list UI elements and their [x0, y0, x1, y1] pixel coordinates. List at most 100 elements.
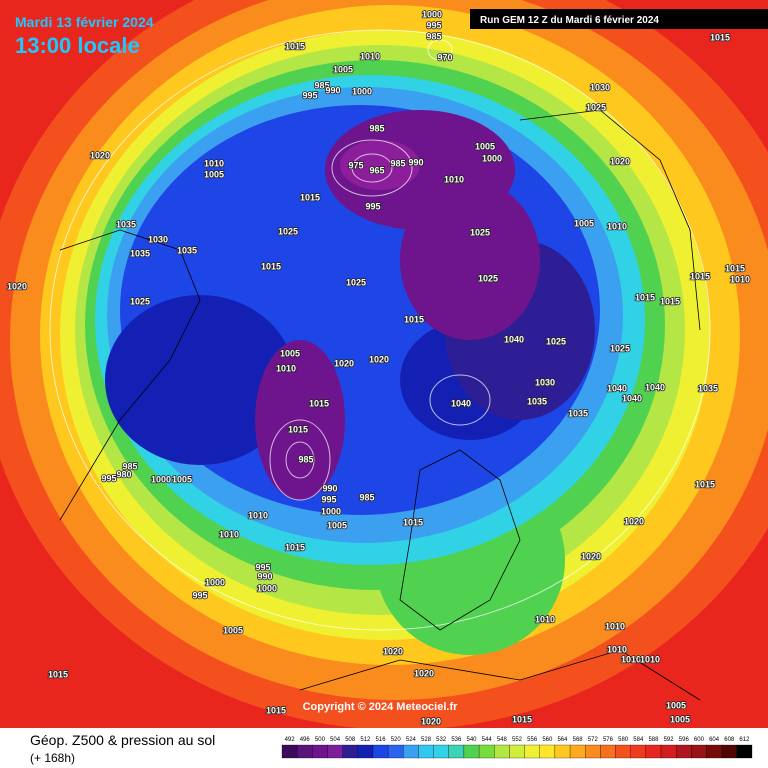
- run-box: [470, 9, 768, 29]
- scale-label: 572: [588, 737, 599, 743]
- isobar-label: 985: [122, 461, 137, 471]
- isobar-label: 990: [408, 157, 423, 167]
- isobar-label: 995: [302, 90, 317, 100]
- scale-label: 612: [739, 737, 750, 743]
- scale-swatch: [463, 744, 480, 759]
- scale-swatch: [645, 744, 662, 759]
- isobar-label: 1005: [204, 169, 224, 179]
- isobar-label: 1040: [622, 393, 642, 403]
- isobar-label: 1040: [645, 382, 665, 392]
- isobar-label: 1010: [607, 221, 627, 231]
- isobar-label: 970: [437, 52, 452, 62]
- scale-swatch: [585, 744, 601, 759]
- isobar-label: 1035: [116, 219, 136, 229]
- isobar-label: 1010: [276, 363, 296, 373]
- forecast-date: Mardi 13 février 2024: [15, 14, 154, 30]
- isobar-label: 1005: [333, 64, 353, 74]
- isobar-label: 1015: [695, 479, 715, 489]
- scale-label: 508: [345, 737, 356, 743]
- scale-swatch: [660, 744, 677, 759]
- scale-swatch: [721, 744, 737, 759]
- isobar-label: 1015: [309, 398, 329, 408]
- isobar-label: 1035: [130, 248, 150, 258]
- legend-subtitle: (+ 168h): [30, 751, 75, 765]
- isobar-label: 1015: [725, 263, 745, 273]
- scale-swatch: [433, 744, 449, 759]
- isobar-label: 1000: [257, 583, 277, 593]
- isobar-label: 1010: [535, 614, 555, 624]
- isobar-label: 985: [359, 492, 374, 502]
- isobar-label: 995: [426, 20, 441, 30]
- isobar-label: 1005: [666, 700, 686, 710]
- isobar-label: 985: [314, 80, 329, 90]
- isobar-label: 1010: [730, 274, 750, 284]
- isobar-label: 1035: [698, 383, 718, 393]
- isobar-label: 1020: [624, 516, 644, 526]
- isobar-label: 1015: [288, 424, 308, 434]
- scale-swatch: [676, 744, 692, 759]
- isobar-label: 1015: [285, 41, 305, 51]
- isobar-label: 995: [192, 590, 207, 600]
- isobar-label: 1000: [151, 474, 171, 484]
- isobar-label: 980: [116, 469, 131, 479]
- scale-swatch: [387, 744, 404, 759]
- isobar-label: 1010: [219, 529, 239, 539]
- scale-swatch: [403, 744, 419, 759]
- isobar-label: 1030: [148, 234, 168, 244]
- isobar-label: 1010: [607, 644, 627, 654]
- isobar-label: 1000: [352, 86, 372, 96]
- isobar-label: 1025: [278, 226, 298, 236]
- isobar-label: 1015: [404, 314, 424, 324]
- scale-swatch: [691, 744, 707, 759]
- scale-swatch: [281, 744, 298, 759]
- isobar-label: 990: [325, 85, 340, 95]
- scale-swatch: [327, 744, 343, 759]
- isobar-label: 1005: [574, 218, 594, 228]
- isobar-label: 990: [322, 483, 337, 493]
- isobar-label: 1020: [7, 281, 27, 291]
- scale-label: 576: [603, 737, 614, 743]
- isobar-label: 1015: [512, 714, 532, 724]
- scale-label: 592: [664, 737, 675, 743]
- isobar-label: 1005: [670, 714, 690, 724]
- isobar-label: 1015: [285, 542, 305, 552]
- isobar-label: 1005: [172, 474, 192, 484]
- scale-label: 512: [360, 737, 371, 743]
- scale-swatch: [569, 744, 586, 759]
- isobar-label: 1025: [470, 227, 490, 237]
- isobar-label: 1025: [478, 273, 498, 283]
- isobar-label: 995: [365, 201, 380, 211]
- scale-swatch: [297, 744, 313, 759]
- scale-swatch: [357, 744, 374, 759]
- isobar-label: 1025: [130, 296, 150, 306]
- scale-label: 548: [497, 737, 508, 743]
- isobar-label: 985: [298, 454, 313, 464]
- isobar-label: 1030: [535, 377, 555, 387]
- isobar-label: 1020: [421, 716, 441, 726]
- isobar-label: 1015: [635, 292, 655, 302]
- isobar-label: 1015: [48, 669, 68, 679]
- scale-label: 504: [330, 737, 341, 743]
- isobar-label: 1015: [710, 32, 730, 42]
- scale-swatch: [630, 744, 647, 759]
- scale-swatch: [312, 744, 328, 759]
- isobar-label: 1010: [360, 51, 380, 61]
- scale-swatch: [448, 744, 465, 759]
- scale-swatch: [706, 744, 722, 759]
- isobar-label: 975: [348, 160, 363, 170]
- isobar-label: 1035: [568, 408, 588, 418]
- isobar-label: 1005: [280, 348, 300, 358]
- scale-label: 528: [421, 737, 432, 743]
- scale-swatch: [494, 744, 510, 759]
- isobar-label: 1015: [261, 261, 281, 271]
- isobar-label: 1025: [546, 336, 566, 346]
- isobar-label: 1010: [605, 621, 625, 631]
- scale-label: 608: [724, 737, 735, 743]
- scale-swatch: [372, 744, 389, 759]
- isobar-label: 1035: [177, 245, 197, 255]
- isobar-label: 985: [369, 123, 384, 133]
- isobar-label: 1015: [403, 517, 423, 527]
- scale-label: 604: [709, 737, 720, 743]
- scale-swatch: [524, 744, 540, 759]
- isobar-label: 995: [321, 494, 336, 504]
